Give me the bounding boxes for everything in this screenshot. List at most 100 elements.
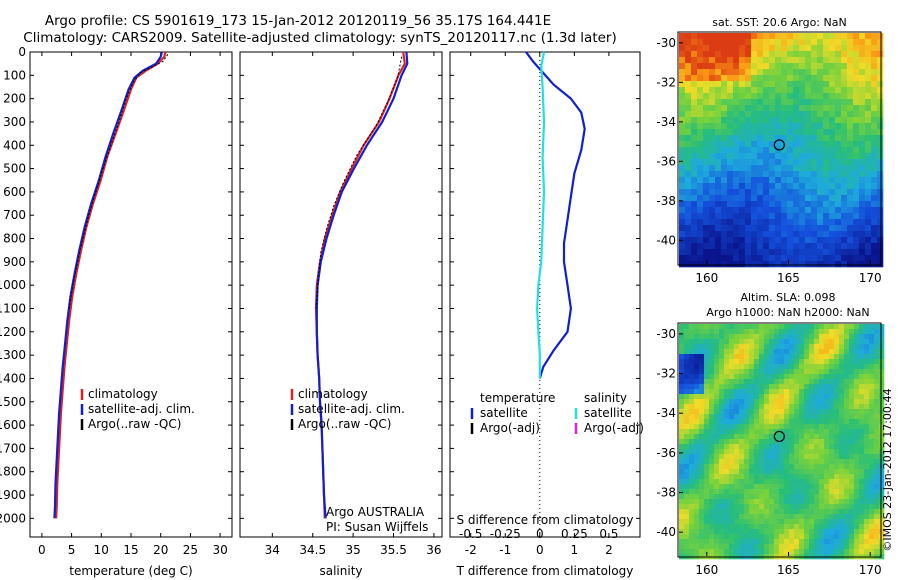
map-cell: [724, 374, 730, 380]
map-cell: [849, 489, 855, 495]
map-cell: [869, 489, 875, 495]
map-cell: [699, 419, 705, 425]
map-cell: [719, 339, 725, 345]
map-cell: [744, 404, 750, 410]
map-cell: [859, 51, 866, 58]
map-cell: [829, 117, 836, 124]
map-cell: [869, 374, 875, 380]
map-cell: [744, 484, 750, 490]
map-cell: [804, 469, 810, 475]
map-cell: [763, 81, 770, 88]
map-cell: [704, 359, 710, 365]
map-cell: [763, 165, 770, 172]
map-cell: [853, 51, 860, 58]
map-cell: [685, 255, 692, 262]
map-cell: [694, 399, 700, 405]
map-cell: [749, 519, 755, 525]
map-cell: [744, 409, 750, 415]
map-cell: [691, 153, 698, 160]
map-cell: [703, 63, 710, 70]
map-cell: [859, 384, 865, 390]
map-cell: [715, 147, 722, 154]
map-cell: [794, 334, 800, 340]
map-cell: [847, 159, 854, 166]
map-cell: [764, 329, 770, 335]
map-cell: [859, 129, 866, 136]
map-cell: [769, 409, 775, 415]
map-cell: [819, 509, 825, 515]
map-cell: [689, 469, 695, 475]
map-cell: [859, 504, 865, 510]
map-cell: [871, 69, 878, 76]
map-cell: [794, 434, 800, 440]
map-cell: [699, 454, 705, 460]
map-cell: [849, 504, 855, 510]
map-cell: [854, 524, 860, 530]
map-cell: [694, 534, 700, 540]
map-cell: [724, 504, 730, 510]
map-cell: [805, 165, 812, 172]
map-cell: [779, 359, 785, 365]
map-cell: [749, 394, 755, 400]
map-cell: [709, 147, 716, 154]
map-cell: [744, 324, 750, 330]
map-cell: [804, 494, 810, 500]
map-cell: [835, 231, 842, 238]
map-cell: [769, 539, 775, 545]
map-cell: [839, 384, 845, 390]
map-cell: [763, 111, 770, 118]
map-cell: [719, 519, 725, 525]
map-cell: [817, 195, 824, 202]
map-cell: [724, 404, 730, 410]
map-cell: [754, 409, 760, 415]
map-cell: [709, 45, 716, 52]
map-cell: [734, 504, 740, 510]
map-cell: [781, 201, 788, 208]
map-cell: [719, 544, 725, 550]
map-cell: [689, 529, 695, 535]
map-cell: [804, 369, 810, 375]
map-cell: [824, 444, 830, 450]
map-cell: [715, 87, 722, 94]
map-cell: [823, 159, 830, 166]
map-cell: [804, 524, 810, 530]
map-cell: [774, 369, 780, 375]
map-cell: [715, 195, 722, 202]
x-tick-label: 160: [695, 563, 718, 577]
map-cell: [749, 369, 755, 375]
map-cell: [799, 439, 805, 445]
map-cell: [847, 93, 854, 100]
map-cell: [714, 324, 720, 330]
map-cell: [779, 549, 785, 555]
map-cell: [745, 213, 752, 220]
map-cell: [697, 243, 704, 250]
map-cell: [775, 219, 782, 226]
map-cell: [874, 484, 880, 490]
map-cell: [805, 159, 812, 166]
map-cell: [749, 354, 755, 360]
map-cell: [699, 469, 705, 475]
map-cell: [781, 177, 788, 184]
map-cell: [799, 261, 806, 268]
map-cell: [719, 484, 725, 490]
map-cell: [714, 514, 720, 520]
map-cell: [877, 141, 884, 148]
map-cell: [789, 519, 795, 525]
map-cell: [724, 364, 730, 370]
map-cell: [859, 344, 865, 350]
map-cell: [709, 39, 716, 46]
map-cell: [774, 499, 780, 505]
map-cell: [724, 399, 730, 405]
map-cell: [724, 379, 730, 385]
map-cell: [789, 464, 795, 470]
map-cell: [834, 504, 840, 510]
map-cell: [864, 384, 870, 390]
map-cell: [849, 494, 855, 500]
map-cell: [844, 454, 850, 460]
map-cell: [859, 329, 865, 335]
map-cell: [847, 231, 854, 238]
map-cell: [793, 63, 800, 70]
map-cell: [733, 117, 740, 124]
map-cell: [869, 369, 875, 375]
map-cell: [811, 189, 818, 196]
